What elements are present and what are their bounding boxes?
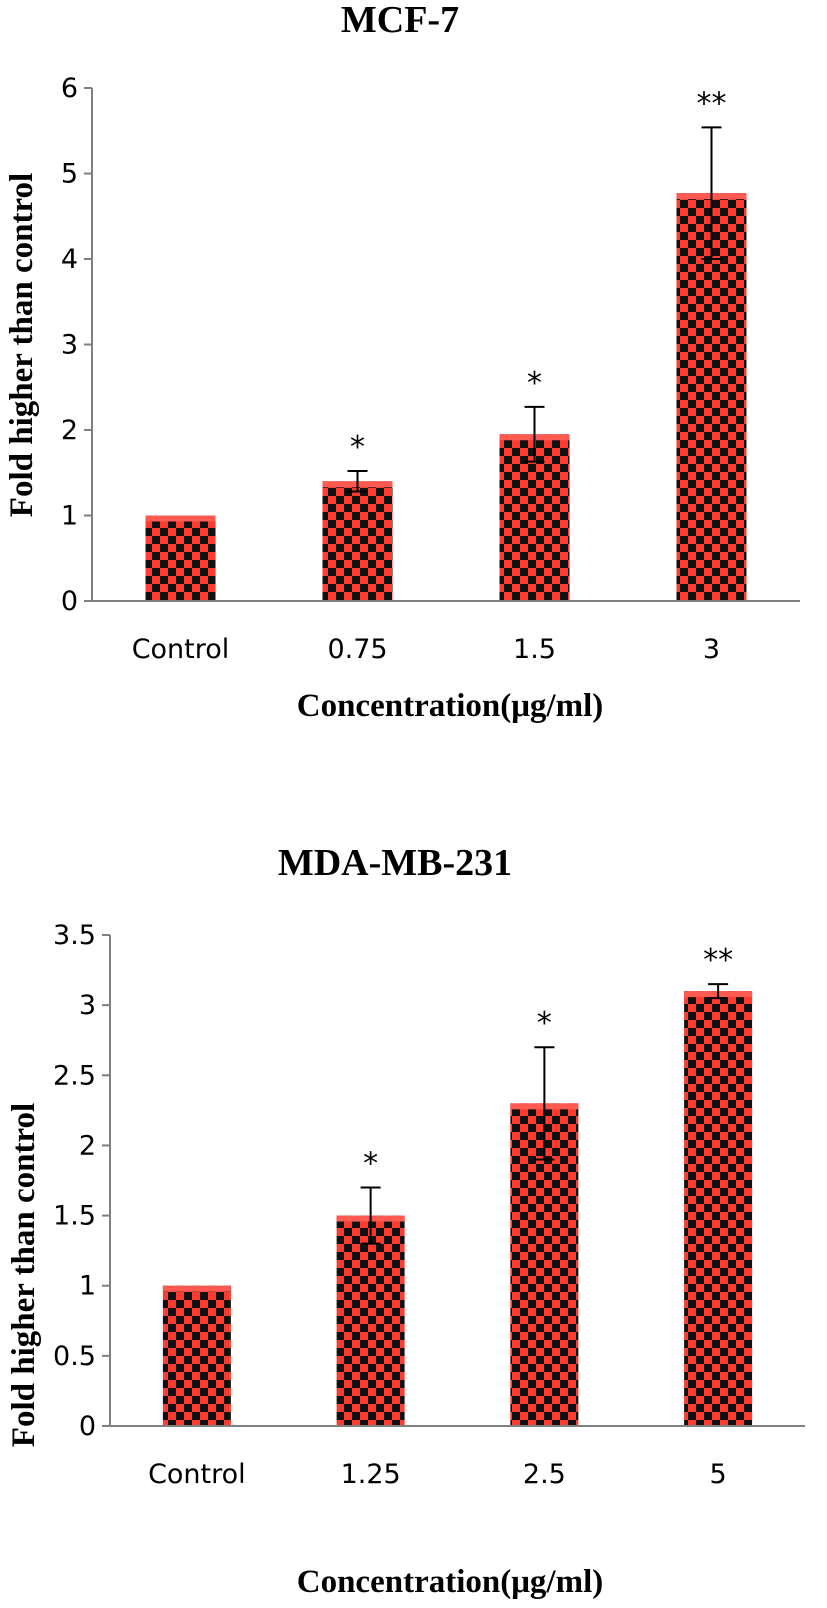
chart-mda-mb-231: MDA-MB-231 Fold higher than control Conc… xyxy=(0,820,827,1608)
y-tick-label: 1 xyxy=(79,1271,96,1302)
bar xyxy=(676,193,747,602)
y-axis-label: Fold higher than control xyxy=(4,173,40,517)
y-tick-label: 1 xyxy=(61,501,78,532)
y-tick-label: 0.5 xyxy=(53,1341,96,1372)
y-tick-label: 3 xyxy=(79,990,96,1021)
bar xyxy=(322,481,393,601)
x-axis-label: Concentration(μg/ml) xyxy=(297,1564,604,1600)
chart-title: MCF-7 xyxy=(341,0,459,41)
y-tick-label: 0 xyxy=(79,1411,96,1442)
y-tick-label: 1.5 xyxy=(53,1201,96,1232)
y-tick-label: 4 xyxy=(61,244,78,275)
plot-area: 0 1 2 3 4 5 6 Control * 0.75 * 1.5 ** 3 xyxy=(61,73,800,665)
x-tick-label: 3 xyxy=(703,634,720,665)
bar xyxy=(145,515,216,601)
y-tick-label: 2 xyxy=(61,415,78,446)
x-tick-label: 1.25 xyxy=(341,1459,401,1490)
significance-label: ** xyxy=(697,86,727,121)
chart-mcf7-svg: MCF-7 Fold higher than control Concentra… xyxy=(4,0,800,724)
x-tick-label: 1.5 xyxy=(513,634,556,665)
y-tick-label: 0 xyxy=(61,586,78,617)
y-tick-label: 3.5 xyxy=(53,920,96,951)
significance-label: * xyxy=(363,1147,378,1182)
y-tick-label: 2 xyxy=(79,1130,96,1161)
bar xyxy=(336,1215,405,1426)
chart-title: MDA-MB-231 xyxy=(278,842,512,884)
significance-label: * xyxy=(537,1006,552,1041)
y-axis-label: Fold higher than control xyxy=(6,1103,42,1447)
x-tick-label: Control xyxy=(148,1459,246,1490)
x-axis-label: Concentration(μg/ml) xyxy=(297,688,604,724)
bar xyxy=(162,1285,231,1426)
chart-mda-mb-231-svg: MDA-MB-231 Fold higher than control Conc… xyxy=(6,842,805,1600)
y-tick-label: 2.5 xyxy=(53,1060,96,1091)
significance-label: * xyxy=(350,430,365,465)
plot-area: 0 0.5 1 1.5 2 2.5 3 3.5 Control * 1.25 * 2.5 ** 5 xyxy=(53,920,805,1490)
bar-cap xyxy=(162,1285,231,1292)
x-tick-label: Control xyxy=(132,634,230,665)
significance-label: ** xyxy=(703,943,733,978)
y-tick-label: 3 xyxy=(61,330,78,361)
significance-label: * xyxy=(527,366,542,401)
bar xyxy=(684,991,753,1426)
chart-mcf7: MCF-7 Fold higher than control Concentra… xyxy=(0,0,827,760)
x-tick-label: 5 xyxy=(710,1459,727,1490)
y-tick-label: 6 xyxy=(61,73,78,104)
bar-cap xyxy=(145,515,216,522)
y-tick-label: 5 xyxy=(61,159,78,190)
x-tick-label: 2.5 xyxy=(523,1459,566,1490)
x-tick-label: 0.75 xyxy=(327,634,387,665)
